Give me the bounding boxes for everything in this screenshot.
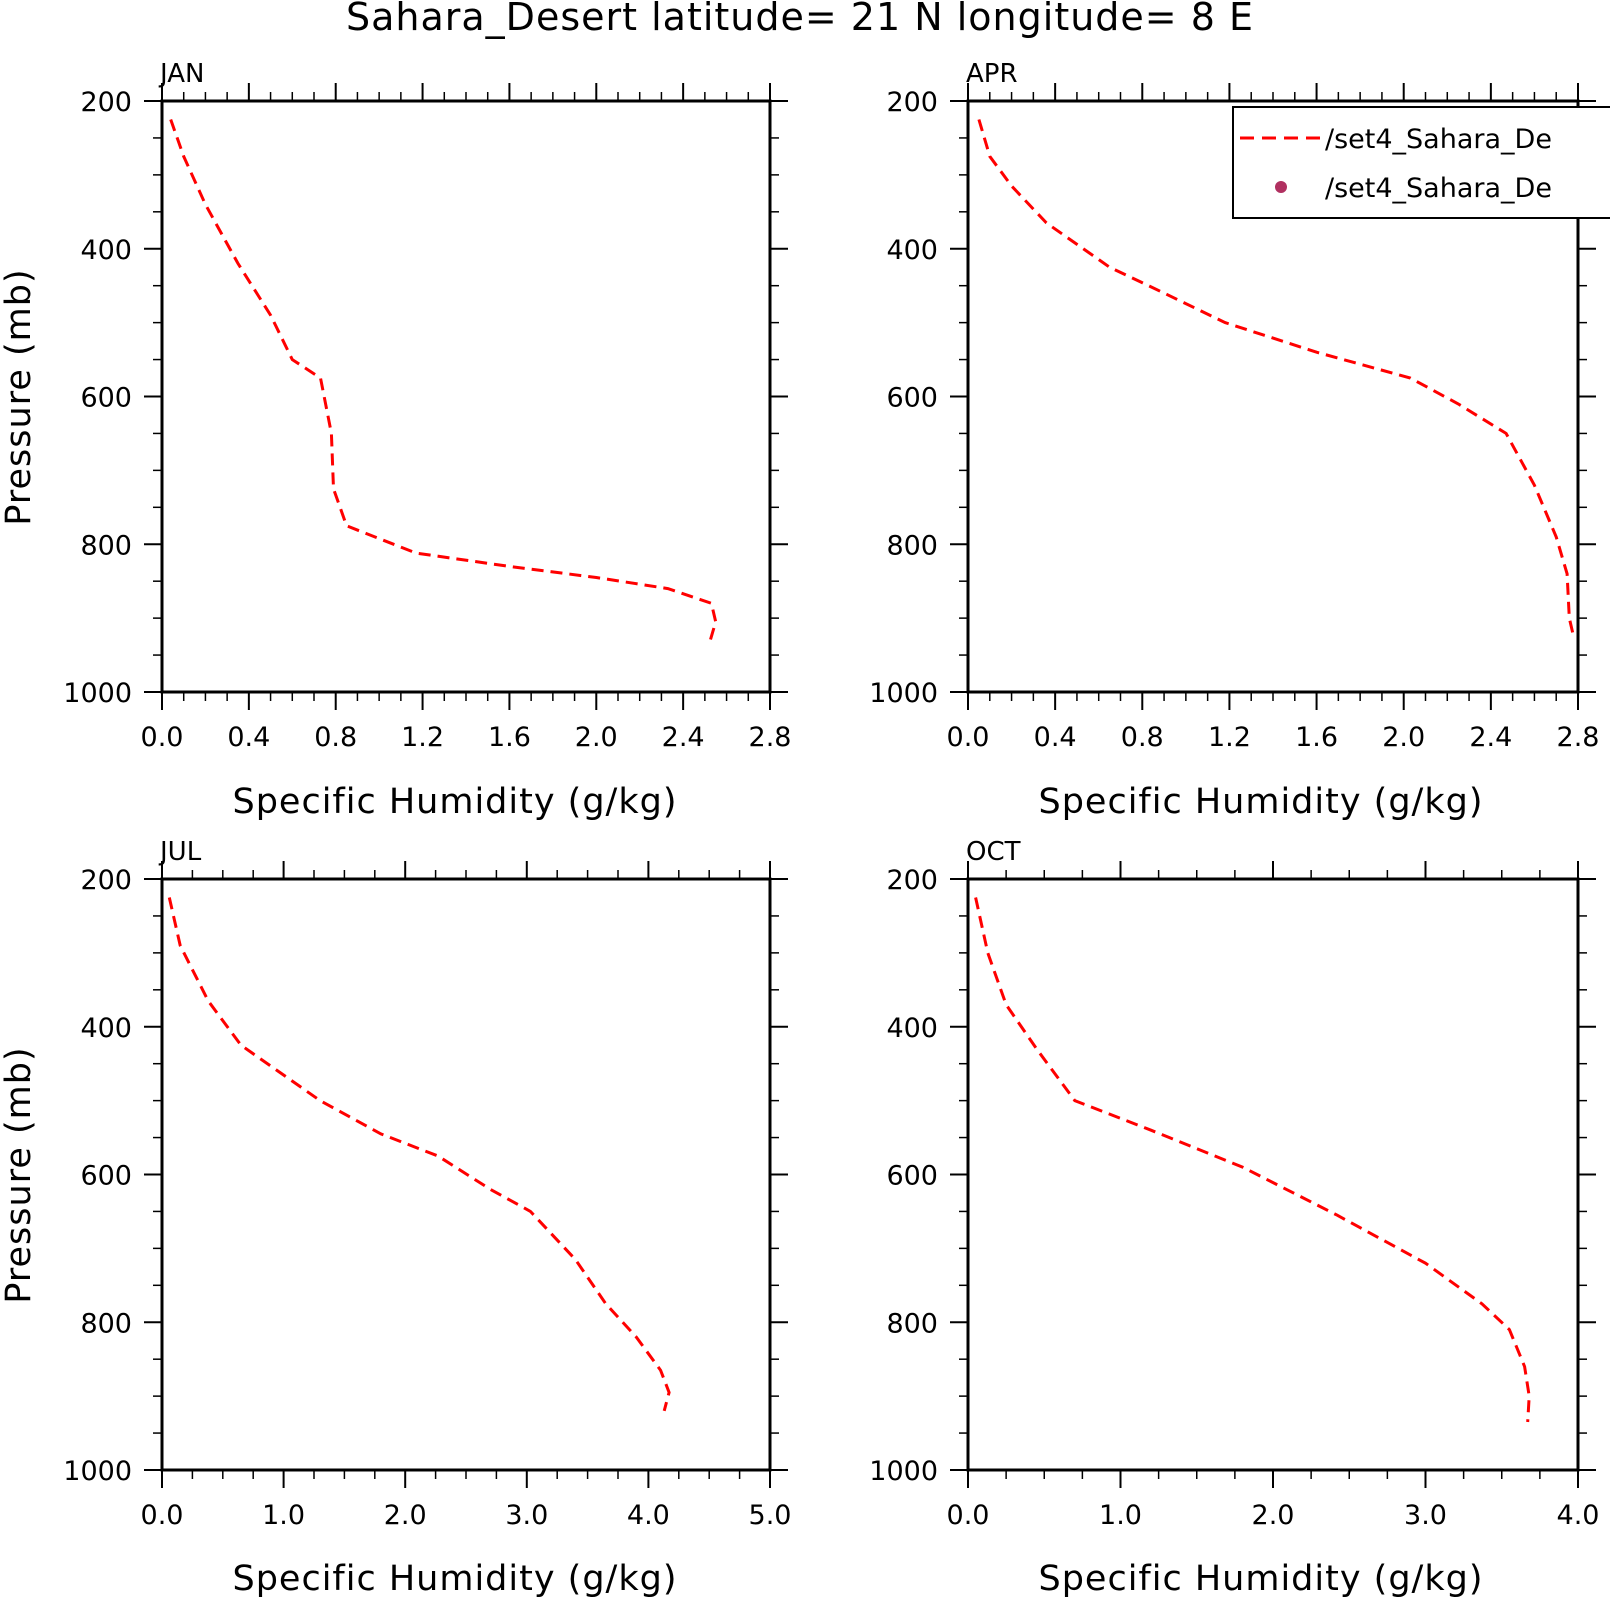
x-tick-label: 1.0	[262, 1500, 305, 1531]
legend-dot-swatch	[1275, 181, 1287, 193]
panel-label-jan: JAN	[158, 59, 204, 89]
y-tick-label: 600	[80, 1161, 132, 1192]
panel-jan-xlabel: Specific Humidity (g/kg)	[233, 782, 678, 822]
legend-item-model: /set4_Sahara_De	[1325, 124, 1552, 155]
x-tick-label: 3.0	[1404, 1500, 1447, 1531]
y-tick-label: 400	[886, 1013, 938, 1044]
panel-jul-series	[167, 897, 671, 1412]
y-tick-label: 800	[886, 530, 938, 561]
x-tick-label: 4.0	[1557, 1500, 1600, 1531]
panel-apr-series	[977, 119, 1576, 637]
y-tick-label: 1000	[63, 1456, 132, 1487]
panel-apr-ticks: 0.0 0.4 0.8 1.2 1.6 2.0 2.4 2.8 200 400 600 800 1000	[869, 83, 1599, 753]
y-tick-label: 200	[886, 865, 938, 896]
y-tick-label: 600	[886, 1161, 938, 1192]
y-tick-label: 600	[80, 383, 132, 414]
panel-jul-xlabel: Specific Humidity (g/kg)	[233, 1559, 678, 1599]
y-tick-label: 800	[80, 1308, 132, 1339]
panel-jan-ticks: 0.0 0.4 0.8 1.2 1.6 2.0 2.4 2.8 200 400 600 800 1000	[63, 83, 791, 753]
x-tick-label: 1.6	[488, 722, 531, 753]
x-tick-label: 0.0	[141, 722, 184, 753]
panel-apr-xlabel: Specific Humidity (g/kg)	[1039, 782, 1484, 822]
x-tick-label: 3.0	[505, 1500, 548, 1531]
x-tick-label: 0.0	[141, 1500, 184, 1531]
panel-jan-series-line-0	[169, 119, 718, 645]
panel-jan-frame	[160, 99, 772, 694]
panel-oct-series	[974, 897, 1531, 1423]
panel-apr: APR 0.0 0.4 0.8 1.2 1.6 2.0 2.4 2.8 200 400 600 800…	[869, 59, 1599, 822]
panel-label-apr: APR	[966, 59, 1018, 89]
panel-jul-series-line-0	[167, 897, 671, 1412]
y-tick-label: 400	[80, 1013, 132, 1044]
y-tick-label: 200	[886, 87, 938, 118]
panel-oct-xlabel: Specific Humidity (g/kg)	[1039, 1559, 1484, 1599]
panel-label-jul: JUL	[158, 837, 202, 867]
legend-box	[1232, 106, 1610, 219]
x-tick-label: 2.0	[1252, 1500, 1295, 1531]
panel-jul-ylabel: Pressure (mb)	[0, 1046, 39, 1303]
x-tick-label: 2.4	[1469, 722, 1512, 753]
legend: /set4_Sahara_De /set4_Sahara_De	[1232, 106, 1610, 219]
panel-label-oct: OCT	[966, 837, 1021, 867]
legend-item-obs: /set4_Sahara_De	[1325, 173, 1552, 204]
x-tick-label: 0.0	[947, 1500, 990, 1531]
x-tick-label: 4.0	[627, 1500, 670, 1531]
y-tick-label: 400	[80, 235, 132, 266]
panel-jan-series	[169, 119, 718, 645]
x-tick-label: 2.8	[749, 722, 792, 753]
panel-oct-series-line-0	[974, 897, 1531, 1423]
x-tick-label: 2.4	[662, 722, 705, 753]
panel-oct-ticks: 0.0 1.0 2.0 3.0 4.0 200 400 600 800 1000	[869, 861, 1599, 1531]
y-tick-label: 200	[80, 87, 132, 118]
x-tick-label: 2.8	[1557, 722, 1600, 753]
panel-jul: JUL 0.0 1.0 2.0 3.0 4.0 5.0 200 400 600 800 1000 S…	[0, 837, 791, 1599]
x-tick-label: 0.0	[947, 722, 990, 753]
panel-jan: JAN 0.0 0.4 0.8 1.2 1.6 2.0 2.4 2.8 200 400 600 800…	[0, 59, 791, 822]
y-tick-label: 800	[80, 530, 132, 561]
y-tick-label: 1000	[63, 678, 132, 709]
y-tick-label: 600	[886, 383, 938, 414]
panel-oct-frame	[966, 877, 1580, 1472]
panel-jul-ticks: 0.0 1.0 2.0 3.0 4.0 5.0 200 400 600 800 1000	[63, 861, 791, 1531]
y-tick-label: 400	[886, 235, 938, 266]
x-tick-label: 1.2	[401, 722, 444, 753]
x-tick-label: 1.0	[1099, 1500, 1142, 1531]
x-tick-label: 1.6	[1295, 722, 1338, 753]
panel-jan-ylabel: Pressure (mb)	[0, 268, 39, 525]
y-tick-label: 1000	[869, 678, 938, 709]
x-tick-label: 2.0	[1382, 722, 1425, 753]
panel-oct: OCT 0.0 1.0 2.0 3.0 4.0 200 400 600 800 1000 Spec…	[869, 837, 1599, 1599]
y-tick-label: 800	[886, 1308, 938, 1339]
x-tick-label: 0.4	[1034, 722, 1077, 753]
x-tick-label: 5.0	[749, 1500, 792, 1531]
x-tick-label: 0.8	[1121, 722, 1164, 753]
x-tick-label: 0.4	[227, 722, 270, 753]
x-tick-label: 2.0	[575, 722, 618, 753]
panel-apr-series-line-0	[977, 119, 1576, 637]
y-tick-label: 1000	[869, 1456, 938, 1487]
figure-title: Sahara_Desert latitude= 21 N longitude= …	[346, 0, 1254, 39]
x-tick-label: 1.2	[1208, 722, 1251, 753]
y-tick-label: 200	[80, 865, 132, 896]
x-tick-label: 2.0	[384, 1500, 427, 1531]
x-tick-label: 0.8	[314, 722, 357, 753]
